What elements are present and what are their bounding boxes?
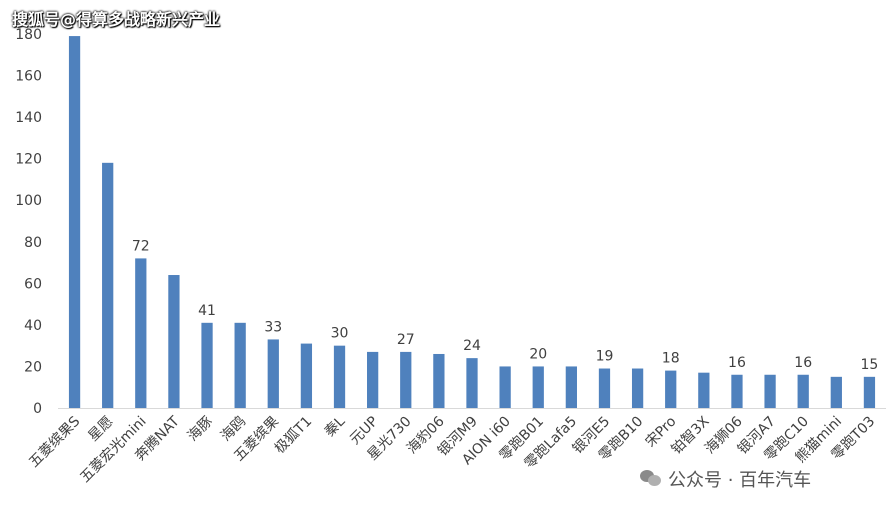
- x-category-label: 极狐T1: [272, 414, 315, 457]
- y-tick-label: 120: [15, 152, 42, 168]
- watermark-top: 搜狐号@得算多战略新兴产业: [12, 10, 221, 29]
- bar: [863, 376, 876, 408]
- y-tick-label: 20: [24, 359, 42, 375]
- bar: [764, 374, 776, 408]
- data-labels: 72 41 33 30 27 24 20 19 18 16 16 15: [132, 238, 878, 372]
- bar: [698, 372, 710, 408]
- y-tick-label: 60: [24, 276, 42, 292]
- bar: [830, 376, 842, 408]
- bar: [797, 374, 809, 408]
- data-label: 19: [596, 349, 614, 365]
- bar: [300, 343, 313, 408]
- x-category-label: 秦L: [322, 413, 349, 440]
- bar: [631, 368, 644, 408]
- bar: [731, 374, 743, 408]
- data-label: 18: [662, 351, 680, 367]
- x-category-label: 海豚: [185, 414, 216, 445]
- watermark-bottom: 公众号 · 百年汽车: [640, 466, 811, 492]
- bar: [135, 258, 147, 408]
- data-label: 27: [397, 332, 415, 348]
- bar: [234, 322, 246, 408]
- y-tick-label: 140: [15, 110, 42, 126]
- bar: [68, 36, 81, 408]
- x-category-label: 五菱缤果S: [26, 413, 83, 470]
- bar: [665, 370, 677, 408]
- wechat-icon: [640, 470, 662, 488]
- data-label: 16: [728, 355, 746, 371]
- bar: [201, 322, 213, 408]
- bar: [565, 366, 577, 408]
- bar: [433, 353, 445, 408]
- bar: [499, 366, 511, 408]
- data-label: 33: [264, 319, 282, 335]
- y-axis: 0 20 40 60 80 100 120 140 160 180: [15, 27, 42, 417]
- data-label: 16: [794, 355, 812, 371]
- y-tick-label: 160: [15, 69, 42, 85]
- bar: [168, 275, 180, 408]
- bar: [400, 351, 412, 408]
- y-tick-label: 180: [15, 27, 42, 43]
- data-label: 20: [529, 346, 547, 362]
- bar: [267, 339, 279, 408]
- watermark-bottom-text: 公众号 · 百年汽车: [668, 470, 812, 491]
- bar: [598, 368, 611, 408]
- bar: [466, 358, 478, 408]
- data-label: 24: [463, 338, 481, 354]
- bar: [367, 351, 379, 408]
- data-label: 30: [331, 326, 349, 342]
- data-label: 72: [132, 238, 150, 254]
- data-label: 41: [198, 303, 216, 319]
- y-tick-label: 80: [24, 235, 42, 251]
- bar: [102, 162, 114, 408]
- y-tick-label: 0: [33, 401, 42, 417]
- bar: [333, 345, 346, 408]
- bar: [532, 366, 544, 408]
- bars: [68, 36, 876, 408]
- data-label: 15: [861, 357, 879, 373]
- y-tick-label: 40: [24, 318, 42, 334]
- y-tick-label: 100: [15, 193, 42, 209]
